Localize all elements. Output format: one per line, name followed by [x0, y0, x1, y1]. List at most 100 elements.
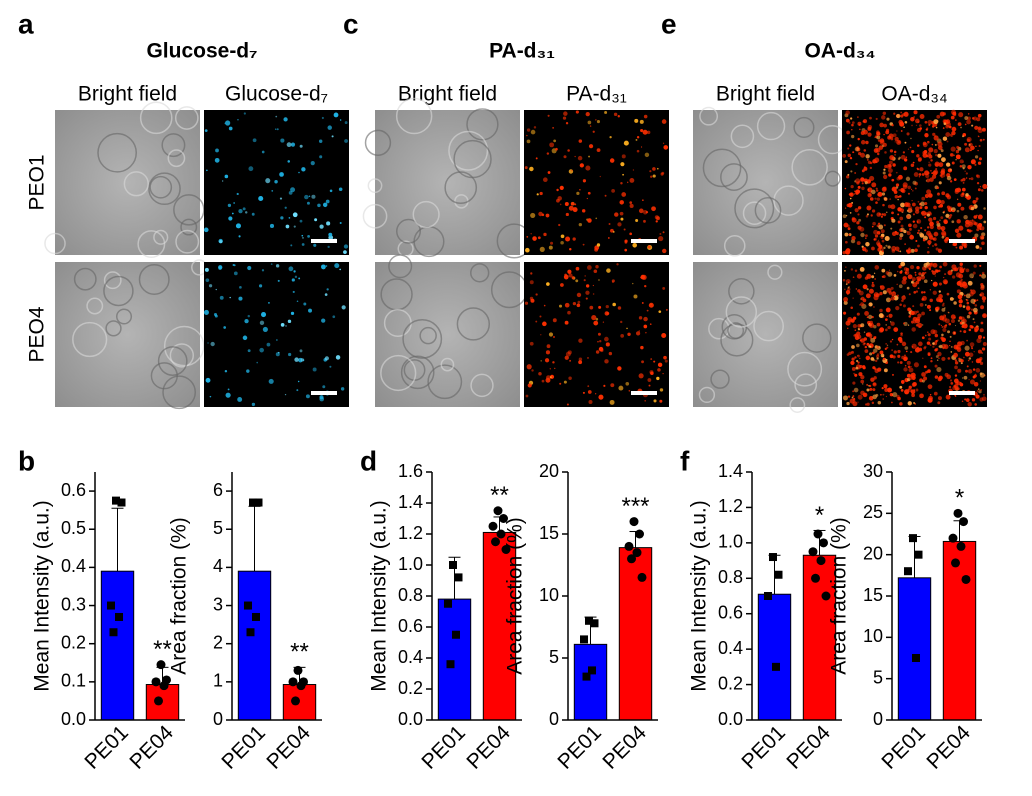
- signal-dot: [648, 302, 654, 308]
- row-label: PEO4: [26, 306, 49, 362]
- signal-dot: [871, 182, 877, 188]
- cell-outline: [173, 194, 205, 226]
- signal-dot: [921, 196, 926, 201]
- cell-outline: [727, 322, 745, 339]
- signal-dot: [979, 138, 983, 142]
- cell-outline: [448, 130, 489, 171]
- signal-dot: [860, 152, 866, 158]
- signal-dot: [259, 347, 264, 353]
- cell-outline: [440, 357, 455, 372]
- data-point: [288, 677, 298, 687]
- cell-outline: [367, 178, 383, 194]
- signal-dot: [645, 331, 647, 334]
- signal-dot: [976, 338, 982, 344]
- signal-dot: [539, 191, 543, 196]
- signal-dot: [589, 125, 592, 127]
- cell-outline: [470, 263, 490, 283]
- signal-dot: [574, 203, 577, 206]
- signal-dot: [612, 281, 614, 283]
- signal-dot: [903, 367, 908, 372]
- signal-dot: [906, 373, 911, 378]
- signal-dot: [974, 304, 978, 307]
- cell-outline: [362, 203, 388, 229]
- signal-dot: [965, 177, 968, 179]
- signal-dot: [556, 188, 559, 192]
- signal-dot: [204, 129, 208, 132]
- signal-dot: [265, 178, 271, 184]
- signal-dot: [963, 356, 965, 359]
- signal-dot: [942, 136, 948, 141]
- signal-dot: [604, 194, 607, 197]
- signal-dot: [981, 271, 985, 275]
- signal-dot: [530, 272, 533, 275]
- signal-dot: [293, 225, 296, 228]
- signal-dot: [914, 209, 920, 214]
- signal-dot: [914, 274, 917, 276]
- signal-dot: [900, 130, 903, 132]
- signal-dot: [619, 200, 624, 205]
- signal-dot: [541, 379, 545, 383]
- signal-dot: [266, 342, 271, 347]
- signal-dot: [592, 293, 595, 295]
- signal-dot: [961, 187, 966, 192]
- signal-dot: [640, 274, 646, 280]
- signal-dot: [934, 375, 939, 379]
- signal-dot: [598, 346, 604, 352]
- signal-dot: [845, 266, 847, 268]
- signal-dot: [982, 313, 987, 319]
- signal-dot: [656, 167, 659, 170]
- signal-dot: [864, 345, 868, 349]
- signal-dot: [850, 117, 853, 120]
- signal-dot: [960, 278, 963, 281]
- cell-outline: [710, 369, 730, 389]
- signal-dot: [962, 181, 965, 184]
- signal-dot: [604, 311, 609, 316]
- signal-dot: [860, 140, 866, 145]
- signal-dot: [559, 185, 564, 190]
- signal-dot: [916, 144, 920, 147]
- signal-dot: [529, 341, 534, 346]
- signal-dot: [905, 176, 911, 182]
- signal-dot: [327, 125, 332, 130]
- bar: [100, 570, 135, 721]
- panel-letter: d: [360, 445, 377, 476]
- signal-dot: [885, 318, 888, 321]
- signal-dot: [941, 333, 944, 337]
- signal-dot: [916, 276, 922, 282]
- signal-dot: [843, 311, 847, 315]
- signal-dot: [591, 315, 597, 321]
- y-tick-label: 0.0: [61, 709, 86, 729]
- signal-dot: [916, 154, 920, 158]
- data-point: [590, 619, 599, 628]
- signal-dot: [225, 392, 231, 398]
- signal-dot: [325, 265, 328, 267]
- signal-dot: [934, 163, 939, 167]
- signal-dot: [605, 342, 610, 347]
- signal-dot: [905, 156, 908, 159]
- signal-dot: [653, 360, 656, 363]
- signal-dot: [941, 356, 946, 362]
- signal-dot: [537, 236, 541, 240]
- signal-dot: [891, 294, 894, 297]
- signal-dot: [938, 205, 941, 208]
- signal-dot: [286, 142, 292, 148]
- signal-dot: [970, 177, 974, 181]
- signal-dot: [929, 298, 933, 303]
- signal-dot: [972, 271, 976, 275]
- signal-dot: [209, 395, 212, 398]
- signal-dot: [851, 367, 856, 371]
- signal-dot: [919, 303, 924, 307]
- signal-dot: [599, 175, 601, 178]
- signal-dot: [542, 321, 547, 327]
- signal-dot: [960, 362, 963, 365]
- signal-dot: [608, 223, 611, 226]
- cell-outline: [380, 354, 417, 392]
- signal-dot: [968, 177, 971, 180]
- signal-dot: [934, 153, 938, 157]
- signal-dot: [873, 237, 877, 241]
- signal-dot: [224, 369, 228, 373]
- signal-dot: [911, 393, 915, 398]
- signal-dot: [855, 366, 859, 370]
- signal-dot: [910, 309, 913, 312]
- signal-dot: [900, 227, 905, 232]
